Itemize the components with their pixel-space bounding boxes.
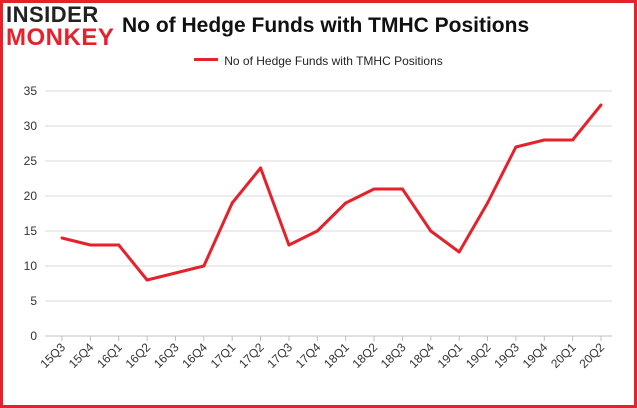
data-point (315, 229, 319, 233)
data-point (173, 271, 177, 275)
data-point (514, 145, 518, 149)
x-tick-label: 19Q1 (435, 340, 466, 371)
data-point (372, 187, 376, 191)
y-tick-label: 25 (24, 154, 38, 168)
series-group (60, 103, 603, 282)
data-point (202, 264, 206, 268)
x-tick-label: 15Q3 (37, 340, 68, 371)
data-point (429, 229, 433, 233)
x-tick-label: 18Q2 (350, 340, 381, 371)
gridlines (45, 90, 612, 302)
y-tick-label: 30 (24, 119, 38, 133)
data-point (230, 201, 234, 205)
logo-line-2: MONKEY (6, 24, 115, 51)
logo-line-1: INSIDER (6, 2, 99, 27)
data-point (344, 201, 348, 205)
data-point (259, 166, 263, 170)
x-axis-ticks: 15Q315Q416Q116Q216Q316Q417Q117Q217Q317Q4… (37, 336, 607, 371)
x-tick-label: 16Q4 (179, 340, 210, 371)
x-tick-label: 16Q2 (123, 340, 154, 371)
y-tick-label: 15 (24, 224, 38, 238)
legend-label: No of Hedge Funds with TMHC Positions (224, 54, 443, 68)
data-point (400, 187, 404, 191)
data-point (117, 243, 121, 247)
x-tick-label: 16Q3 (151, 340, 182, 371)
x-tick-label: 19Q3 (491, 340, 522, 371)
data-point (145, 278, 149, 282)
series-line (61, 104, 603, 282)
x-tick-label: 20Q2 (576, 340, 607, 371)
x-tick-label: 15Q4 (66, 340, 97, 371)
x-tick-label: 17Q3 (264, 340, 295, 371)
chart-legend: No of Hedge Funds with TMHC Positions (0, 54, 637, 68)
y-tick-label: 5 (30, 294, 37, 308)
y-tick-label: 35 (24, 84, 38, 98)
x-tick-label: 18Q3 (378, 340, 409, 371)
x-tick-label: 16Q1 (94, 340, 125, 371)
data-point (457, 250, 461, 254)
insider-monkey-logo: INSIDER MONKEY (6, 4, 118, 52)
x-tick-label: 19Q2 (463, 340, 494, 371)
chart-title: No of Hedge Funds with TMHC Positions (122, 14, 530, 37)
data-point (486, 201, 490, 205)
data-point (542, 138, 546, 142)
x-tick-label: 17Q1 (208, 340, 239, 371)
x-tick-label: 19Q4 (520, 340, 551, 371)
legend-line-swatch (194, 58, 219, 62)
data-point (88, 243, 92, 247)
x-tick-label: 18Q4 (406, 340, 437, 371)
y-axis-ticks: 0 5 10 15 20 25 30 35 (24, 84, 38, 343)
y-tick-label: 10 (24, 259, 38, 273)
data-point (599, 103, 603, 107)
x-tick-label: 18Q1 (321, 340, 352, 371)
data-point (60, 236, 64, 240)
y-tick-label: 20 (24, 189, 38, 203)
y-tick-label: 0 (30, 329, 37, 343)
x-tick-label: 17Q4 (293, 340, 324, 371)
x-tick-label: 20Q1 (548, 340, 579, 371)
data-point (287, 243, 291, 247)
data-point (571, 138, 575, 142)
x-tick-label: 17Q2 (236, 340, 267, 371)
